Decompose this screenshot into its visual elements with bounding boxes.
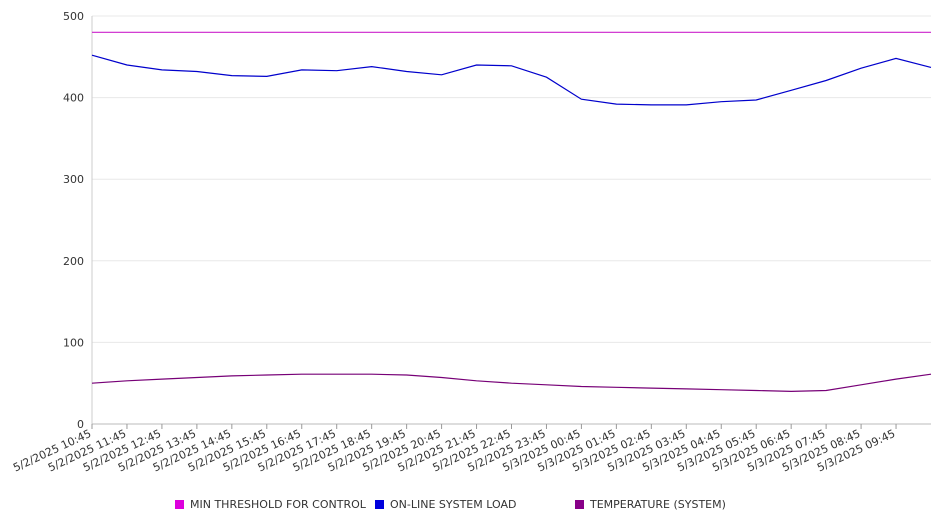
y-tick-label: 500 — [63, 10, 84, 23]
y-tick-label: 200 — [63, 255, 84, 268]
legend-label-system-load: ON-LINE SYSTEM LOAD — [390, 498, 517, 511]
legend: MIN THRESHOLD FOR CONTROL ON-LINE SYSTEM… — [0, 498, 946, 518]
y-axis-ticks: 0 100 200 300 400 500 — [63, 10, 84, 431]
series-lines — [91, 31, 932, 393]
y-tick-label: 100 — [63, 336, 84, 349]
grid-lines — [92, 15, 931, 343]
legend-item-temperature[interactable]: TEMPERATURE (SYSTEM) — [575, 498, 726, 511]
axes — [91, 16, 931, 425]
legend-swatch-temperature — [575, 500, 584, 509]
series-line-2 — [91, 373, 932, 393]
y-tick-label: 300 — [63, 173, 84, 186]
y-tick-label: 400 — [63, 92, 84, 105]
legend-label-min-threshold: MIN THRESHOLD FOR CONTROL — [190, 498, 366, 511]
series-line-1 — [91, 54, 932, 106]
legend-label-temperature: TEMPERATURE (SYSTEM) — [590, 498, 726, 511]
legend-item-system-load[interactable]: ON-LINE SYSTEM LOAD — [375, 498, 516, 511]
x-axis-ticks: 5/2/2025 10:455/2/2025 11:455/2/2025 12:… — [11, 424, 897, 474]
legend-swatch-system-load — [375, 500, 384, 509]
legend-swatch-min-threshold — [175, 500, 184, 509]
y-tick-label: 0 — [77, 418, 84, 431]
legend-item-min-threshold[interactable]: MIN THRESHOLD FOR CONTROL — [175, 498, 366, 511]
